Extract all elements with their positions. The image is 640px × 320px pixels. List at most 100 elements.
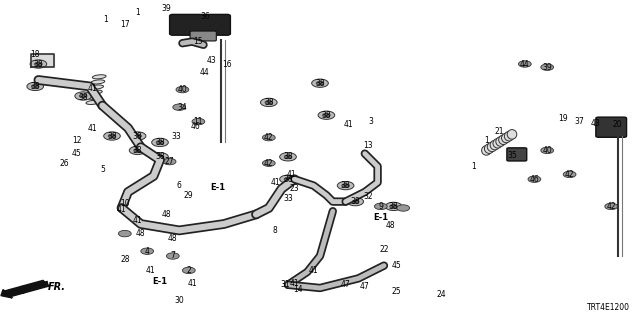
Text: 48: 48	[161, 210, 172, 219]
Text: 20: 20	[612, 120, 623, 129]
Circle shape	[75, 92, 92, 100]
Circle shape	[563, 171, 576, 178]
Circle shape	[182, 267, 195, 274]
Text: 42: 42	[564, 170, 575, 179]
Text: 41: 41	[187, 279, 197, 288]
Circle shape	[262, 160, 275, 166]
Text: 38: 38	[33, 60, 44, 68]
Text: 23: 23	[289, 184, 300, 193]
Text: 39: 39	[161, 4, 172, 12]
Text: 38: 38	[340, 181, 351, 190]
Circle shape	[176, 86, 189, 93]
Text: FR.: FR.	[48, 282, 66, 292]
Text: 5: 5	[100, 165, 105, 174]
Text: 22: 22	[380, 245, 388, 254]
Circle shape	[192, 118, 205, 125]
Text: 42: 42	[606, 202, 616, 211]
Circle shape	[342, 184, 349, 188]
Text: 41: 41	[132, 216, 143, 225]
Ellipse shape	[484, 144, 494, 153]
Circle shape	[141, 248, 154, 254]
Circle shape	[318, 111, 335, 119]
Polygon shape	[31, 54, 54, 67]
Text: 8: 8	[273, 226, 278, 235]
Text: 21: 21	[495, 127, 504, 136]
Text: 7: 7	[170, 252, 175, 260]
FancyBboxPatch shape	[190, 31, 216, 41]
Text: 38: 38	[78, 93, 88, 102]
Circle shape	[541, 147, 554, 154]
Text: 44: 44	[200, 68, 210, 76]
Ellipse shape	[87, 95, 101, 99]
Text: 48: 48	[136, 229, 146, 238]
Ellipse shape	[502, 133, 511, 143]
Circle shape	[79, 94, 87, 98]
Ellipse shape	[490, 140, 500, 150]
Circle shape	[35, 62, 42, 66]
Text: 14: 14	[292, 285, 303, 294]
Circle shape	[156, 140, 164, 144]
Circle shape	[541, 64, 554, 70]
Text: 32: 32	[363, 192, 373, 201]
Text: 48: 48	[385, 221, 396, 230]
Text: 25: 25	[392, 287, 402, 296]
Text: 45: 45	[72, 149, 82, 158]
Text: 3: 3	[369, 117, 374, 126]
Ellipse shape	[92, 75, 106, 79]
Text: 11: 11	[194, 117, 203, 126]
Circle shape	[108, 134, 116, 138]
Text: 38: 38	[283, 152, 293, 161]
Text: 1: 1	[135, 8, 140, 17]
Text: 2: 2	[186, 266, 191, 275]
FancyBboxPatch shape	[507, 148, 527, 161]
Text: 6: 6	[177, 181, 182, 190]
Circle shape	[129, 132, 146, 140]
Text: 1: 1	[484, 136, 489, 145]
Text: 44: 44	[520, 60, 530, 68]
Text: 45: 45	[392, 261, 402, 270]
Text: 10: 10	[120, 199, 130, 208]
Ellipse shape	[481, 146, 492, 155]
Text: 40: 40	[177, 85, 188, 94]
Text: 12: 12	[72, 136, 81, 145]
Ellipse shape	[91, 80, 105, 84]
Ellipse shape	[496, 137, 506, 146]
Text: 38: 38	[155, 138, 165, 147]
Text: 19: 19	[558, 114, 568, 123]
Text: E-1: E-1	[210, 183, 225, 192]
Circle shape	[280, 153, 296, 161]
Circle shape	[134, 134, 141, 138]
Text: 41: 41	[88, 124, 98, 132]
Circle shape	[173, 104, 186, 110]
Text: 30: 30	[174, 296, 184, 305]
Circle shape	[104, 132, 120, 140]
Circle shape	[316, 81, 324, 85]
Circle shape	[390, 204, 397, 208]
Text: 34: 34	[177, 103, 188, 112]
Circle shape	[284, 155, 292, 159]
Text: 38: 38	[132, 132, 143, 140]
Text: 48: 48	[168, 234, 178, 243]
Text: 27: 27	[164, 157, 175, 166]
Text: 41: 41	[286, 170, 296, 179]
Text: 38: 38	[107, 132, 117, 140]
Text: 46: 46	[190, 122, 200, 131]
Circle shape	[323, 113, 330, 117]
Circle shape	[163, 158, 176, 165]
Circle shape	[30, 60, 47, 68]
Text: 17: 17	[120, 20, 130, 28]
Text: 1: 1	[103, 15, 108, 24]
Circle shape	[27, 82, 44, 91]
Text: 42: 42	[264, 159, 274, 168]
Text: 38: 38	[321, 111, 332, 120]
Circle shape	[528, 176, 541, 182]
Circle shape	[156, 155, 164, 159]
Text: 31: 31	[280, 280, 290, 289]
Ellipse shape	[493, 139, 502, 148]
Circle shape	[134, 148, 141, 152]
Text: 28: 28	[120, 255, 129, 264]
Ellipse shape	[86, 100, 100, 104]
Text: 41: 41	[116, 205, 127, 214]
Text: 40: 40	[542, 146, 552, 155]
Circle shape	[312, 79, 328, 87]
